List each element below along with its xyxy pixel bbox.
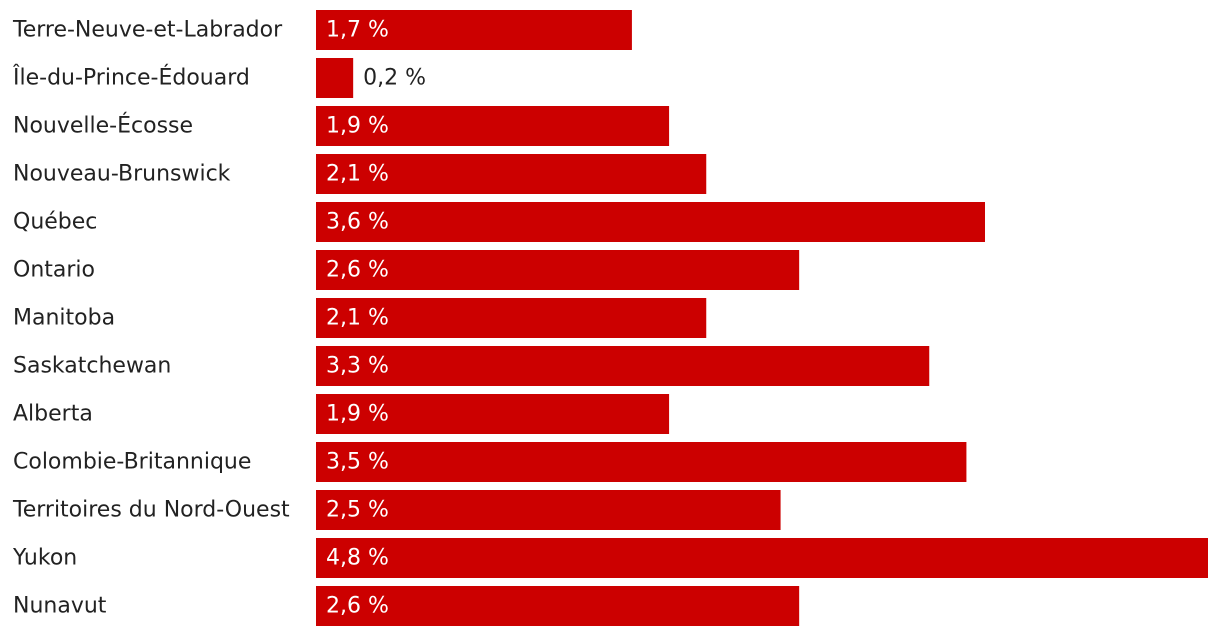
bar-row: Manitoba 2,1 % (13, 298, 707, 338)
value-label: 2,5 % (326, 498, 389, 523)
bar-row: Nunavut 2,6 % (13, 586, 800, 626)
bar (316, 538, 1208, 578)
bar (316, 586, 800, 626)
bar (316, 202, 985, 242)
bar-row: Saskatchewan 3,3 % (13, 346, 930, 386)
bar-row: Alberta 1,9 % (13, 394, 670, 434)
bar (316, 250, 800, 290)
category-label: Territoires du Nord-Ouest (12, 498, 290, 523)
bar-row: Île-du-Prince-Édouard 0,2 % (12, 58, 426, 98)
bar-row: Nouveau-Brunswick 2,1 % (13, 154, 707, 194)
bar (316, 154, 707, 194)
category-label: Colombie-Britannique (13, 450, 251, 475)
category-label: Ontario (13, 258, 95, 283)
value-label: 1,9 % (326, 114, 389, 139)
category-label: Terre-Neuve-et-Labrador (12, 18, 283, 43)
category-label: Nouveau-Brunswick (13, 162, 231, 187)
bar-row: Yukon 4,8 % (12, 538, 1208, 578)
bar-row: Colombie-Britannique 3,5 % (13, 442, 967, 482)
bar (316, 58, 354, 98)
value-label: 3,5 % (326, 450, 389, 475)
category-label: Québec (13, 210, 97, 235)
bar (316, 442, 967, 482)
category-label: Alberta (13, 402, 93, 427)
bar-row: Territoires du Nord-Ouest 2,5 % (12, 490, 781, 530)
bar (316, 394, 670, 434)
value-label: 3,6 % (326, 210, 389, 235)
category-label: Manitoba (13, 306, 115, 331)
value-label: 0,2 % (363, 66, 426, 91)
bar (316, 490, 781, 530)
value-label: 2,6 % (326, 258, 389, 283)
bar (316, 106, 670, 146)
value-label: 3,3 % (326, 354, 389, 379)
category-label: Nunavut (13, 594, 107, 619)
category-label: Nouvelle-Écosse (13, 113, 193, 139)
value-label: 1,9 % (326, 402, 389, 427)
value-label: 2,1 % (326, 306, 389, 331)
bar-row: Terre-Neuve-et-Labrador 1,7 % (12, 10, 632, 50)
bar-row: Nouvelle-Écosse 1,9 % (13, 106, 670, 146)
category-label: Saskatchewan (13, 354, 171, 379)
value-label: 2,1 % (326, 162, 389, 187)
category-label: Île-du-Prince-Édouard (12, 65, 250, 91)
bar-row: Ontario 2,6 % (13, 250, 800, 290)
value-label: 2,6 % (326, 594, 389, 619)
bar (316, 346, 930, 386)
value-label: 4,8 % (326, 546, 389, 571)
value-label: 1,7 % (326, 18, 389, 43)
bar (316, 298, 707, 338)
category-label: Yukon (12, 546, 77, 571)
bar (316, 10, 632, 50)
bar-row: Québec 3,6 % (13, 202, 985, 242)
